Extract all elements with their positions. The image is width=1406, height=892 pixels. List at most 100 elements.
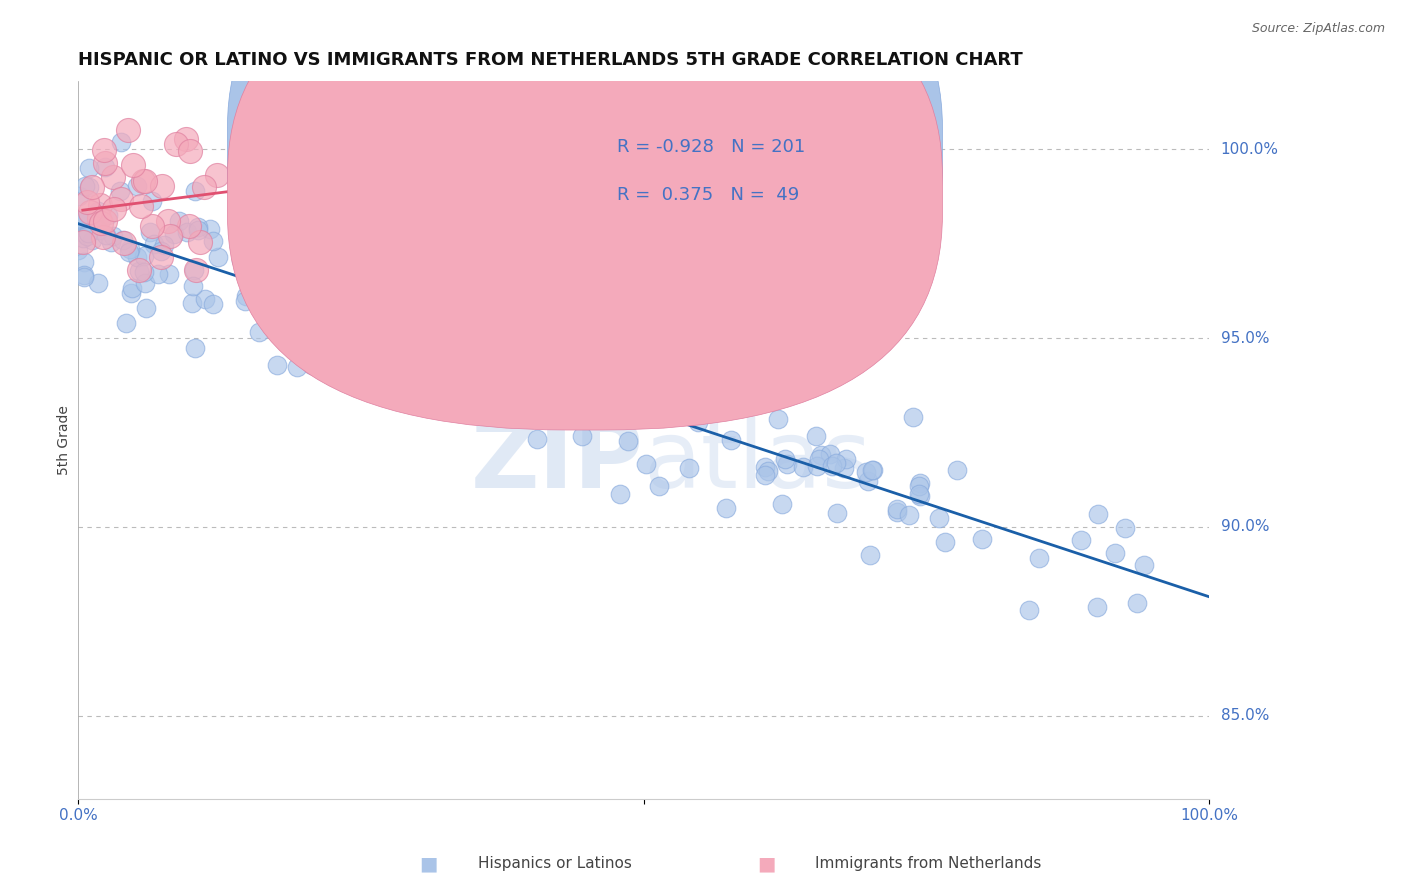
Point: [75, 179, 97, 194]
Point: [648, 479, 671, 493]
Point: [67, 211, 90, 226]
Point: [270, 139, 292, 153]
Point: [73, 255, 96, 269]
Point: [266, 293, 288, 308]
Text: ZIP: ZIP: [471, 416, 644, 508]
Point: [710, 368, 733, 383]
Point: [290, 221, 312, 235]
Point: [157, 267, 180, 281]
Point: [886, 505, 908, 519]
Point: [150, 178, 173, 193]
Point: [553, 360, 575, 375]
Point: [855, 465, 877, 479]
Point: [229, 191, 252, 205]
Point: [720, 433, 742, 447]
Point: [94, 214, 117, 228]
Point: [533, 374, 555, 388]
Point: [415, 335, 437, 350]
Point: [832, 461, 855, 475]
Point: [583, 393, 606, 408]
Point: [357, 296, 380, 310]
Point: [457, 334, 479, 349]
Point: [301, 177, 323, 191]
Point: [859, 548, 882, 562]
Point: [478, 336, 501, 351]
Point: [526, 432, 548, 446]
Point: [229, 253, 252, 268]
Point: [174, 132, 197, 146]
Point: [139, 225, 162, 239]
Point: [177, 219, 200, 233]
Point: [1104, 545, 1126, 559]
Point: [122, 158, 145, 172]
Point: [120, 285, 142, 300]
Point: [738, 392, 761, 406]
Point: [553, 397, 575, 411]
Point: [163, 227, 186, 242]
Point: [91, 230, 114, 244]
Point: [792, 460, 814, 475]
Point: [305, 259, 328, 273]
Point: [89, 223, 111, 237]
Point: [235, 214, 257, 228]
Point: [73, 269, 96, 284]
Point: [240, 252, 263, 267]
Point: [176, 225, 198, 239]
Point: [519, 360, 541, 375]
Point: [766, 411, 789, 425]
Point: [238, 174, 260, 188]
Point: [714, 501, 737, 516]
Point: [94, 155, 117, 169]
Point: [159, 229, 181, 244]
Point: [97, 208, 120, 222]
Point: [128, 264, 150, 278]
Point: [631, 387, 654, 401]
Point: [277, 260, 299, 275]
Point: [910, 476, 932, 491]
Point: [439, 128, 461, 142]
Point: [673, 407, 696, 421]
Point: [321, 344, 343, 359]
Text: R = -0.928   N = 201: R = -0.928 N = 201: [617, 138, 804, 156]
Point: [252, 249, 274, 263]
Point: [110, 192, 132, 206]
Point: [326, 329, 349, 343]
Text: HISPANIC OR LATINO VS IMMIGRANTS FROM NETHERLANDS 5TH GRADE CORRELATION CHART: HISPANIC OR LATINO VS IMMIGRANTS FROM NE…: [79, 51, 1024, 69]
Point: [946, 463, 969, 477]
Point: [810, 448, 832, 462]
Point: [256, 251, 278, 265]
Text: Immigrants from Netherlands: Immigrants from Netherlands: [815, 856, 1042, 871]
Point: [464, 366, 486, 380]
Point: [492, 384, 515, 399]
Point: [69, 212, 91, 227]
Point: [481, 351, 503, 365]
Point: [502, 294, 524, 309]
Point: [1028, 551, 1050, 566]
Point: [134, 276, 156, 290]
Point: [806, 429, 828, 443]
FancyBboxPatch shape: [228, 0, 942, 382]
Point: [132, 250, 155, 264]
Point: [243, 280, 266, 294]
Point: [886, 501, 908, 516]
Point: [270, 221, 292, 235]
Point: [205, 169, 228, 183]
Point: [304, 252, 326, 266]
Point: [1070, 533, 1092, 548]
Point: [1085, 599, 1108, 614]
Point: [149, 244, 172, 258]
Point: [928, 511, 950, 525]
Point: [183, 341, 205, 355]
Point: [110, 135, 132, 149]
Point: [409, 393, 432, 408]
Point: [367, 264, 389, 278]
Point: [433, 180, 456, 194]
Point: [67, 189, 90, 203]
Point: [202, 297, 225, 311]
Point: [266, 291, 288, 305]
Text: 95.0%: 95.0%: [1220, 331, 1270, 345]
Point: [298, 125, 321, 139]
Point: [678, 460, 700, 475]
Point: [283, 243, 305, 257]
Point: [90, 216, 112, 230]
